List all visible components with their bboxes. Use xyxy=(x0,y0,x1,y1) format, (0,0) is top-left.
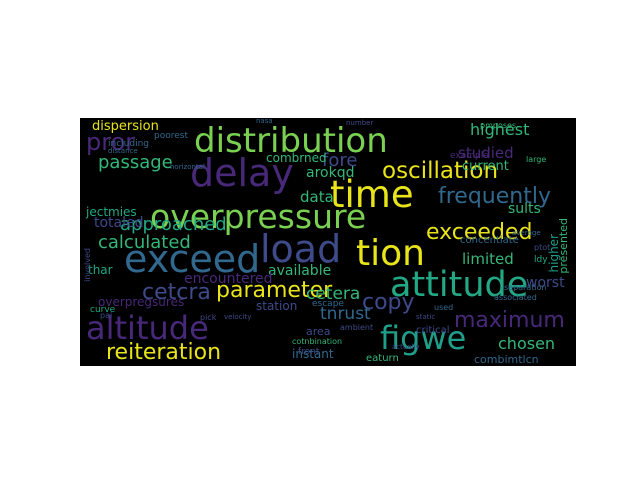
word: thar xyxy=(88,263,113,277)
word: cotnbination xyxy=(292,337,343,346)
word: involved xyxy=(83,248,92,282)
word: curve xyxy=(90,305,116,315)
word: velocity xyxy=(224,313,252,321)
word: distribution xyxy=(194,121,388,161)
word: eaturn xyxy=(366,353,399,364)
word: parameter xyxy=(216,278,333,303)
word: including xyxy=(108,139,149,149)
word: studied xyxy=(458,144,514,162)
word: associated xyxy=(494,293,537,302)
word: worst xyxy=(526,275,565,291)
word: cetera xyxy=(306,284,361,304)
word: arokqd xyxy=(306,165,355,181)
word: concentiate xyxy=(460,235,519,246)
word: encountered xyxy=(184,271,273,287)
word: combrned xyxy=(266,151,327,165)
word: separation xyxy=(504,283,547,292)
word: critical xyxy=(416,325,450,336)
word: front xyxy=(298,347,320,357)
word: ldy xyxy=(534,255,548,265)
word: ambient xyxy=(340,323,374,332)
word: available xyxy=(268,263,332,279)
word: pai xyxy=(100,311,113,320)
word: pick xyxy=(200,313,217,322)
word: data xyxy=(300,188,334,206)
word: oscillation xyxy=(382,158,499,184)
word: approached xyxy=(120,214,227,235)
word: tion xyxy=(356,233,425,274)
word: calculated xyxy=(98,232,191,253)
word: time xyxy=(330,173,414,216)
word: cetcra xyxy=(142,280,211,305)
word: exceeded xyxy=(426,220,533,245)
word: higher xyxy=(547,234,561,273)
word: reiteration xyxy=(106,340,222,365)
word: passage xyxy=(98,152,173,173)
word: frequently xyxy=(438,184,551,209)
word: sults xyxy=(508,201,541,217)
word: pmposes xyxy=(480,121,517,130)
word: example xyxy=(450,151,489,161)
word: combimtlcn xyxy=(474,353,539,366)
word: number xyxy=(346,119,374,127)
word: tnrust xyxy=(320,304,371,324)
word: limited xyxy=(462,250,514,268)
word: pror xyxy=(86,128,136,156)
word: station xyxy=(256,299,298,313)
word: exceed xyxy=(124,237,261,281)
word: average xyxy=(512,229,541,237)
word: totaled xyxy=(94,215,144,231)
word-cloud: distribution overpressure delay time loa… xyxy=(80,118,576,366)
word: escape xyxy=(312,299,344,309)
word: maximum xyxy=(454,308,565,333)
word: ptot xyxy=(534,243,551,252)
word: nasa xyxy=(256,118,273,125)
word: actually xyxy=(392,343,420,351)
word: current xyxy=(462,159,509,174)
word: dispersion xyxy=(92,119,159,134)
word: overpressure xyxy=(150,197,367,236)
word: chosen xyxy=(498,334,556,353)
word: poorest xyxy=(154,131,188,141)
word: area xyxy=(306,325,331,338)
word: altitude xyxy=(86,309,209,347)
word: figwe xyxy=(380,319,467,357)
word: fore xyxy=(322,150,358,171)
word: attitude xyxy=(390,265,529,305)
word: used xyxy=(434,303,454,312)
word: large xyxy=(526,155,547,164)
word: overpregsures xyxy=(98,295,185,309)
word: load xyxy=(260,227,342,271)
word: copy xyxy=(362,290,415,315)
word: highest xyxy=(470,120,530,139)
word: delay xyxy=(190,151,294,195)
word: horizontal xyxy=(170,163,205,171)
word: instant xyxy=(292,347,334,361)
word: jectmies xyxy=(86,205,137,219)
word: static xyxy=(416,313,436,321)
word: distance xyxy=(108,147,138,155)
